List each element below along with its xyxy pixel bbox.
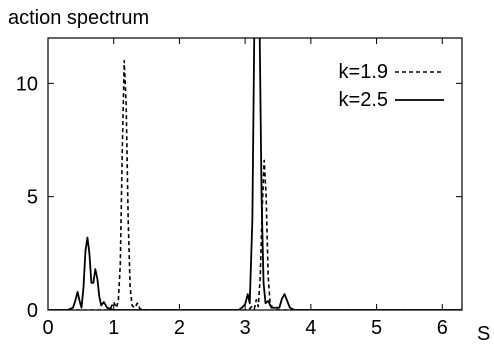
series-layer <box>48 38 462 310</box>
legend-background <box>300 55 450 119</box>
series-line-k19 <box>48 59 462 310</box>
x-tick-label: 4 <box>305 317 316 339</box>
x-axis-label: S <box>477 323 490 345</box>
legend-label-k19: k=1.9 <box>339 61 388 83</box>
x-tick-label: 0 <box>42 317 53 339</box>
x-tick-label: 2 <box>174 317 185 339</box>
x-tick-label: 6 <box>437 317 448 339</box>
x-tick-label: 1 <box>108 317 119 339</box>
y-tick-label: 0 <box>27 300 38 322</box>
axis-ticks: 0 1 2 3 4 5 6 0 5 10 <box>16 38 462 339</box>
series-line-k25 <box>48 38 462 310</box>
y-tick-label: 5 <box>27 187 38 209</box>
y-tick-label: 10 <box>16 73 38 95</box>
x-tick-label: 5 <box>371 317 382 339</box>
legend-label-k25: k=2.5 <box>339 89 388 111</box>
legend: k=1.9 k=2.5 <box>300 55 450 119</box>
x-tick-label: 3 <box>240 317 251 339</box>
chart-title: action spectrum <box>8 7 149 29</box>
plot-frame <box>47 37 463 311</box>
